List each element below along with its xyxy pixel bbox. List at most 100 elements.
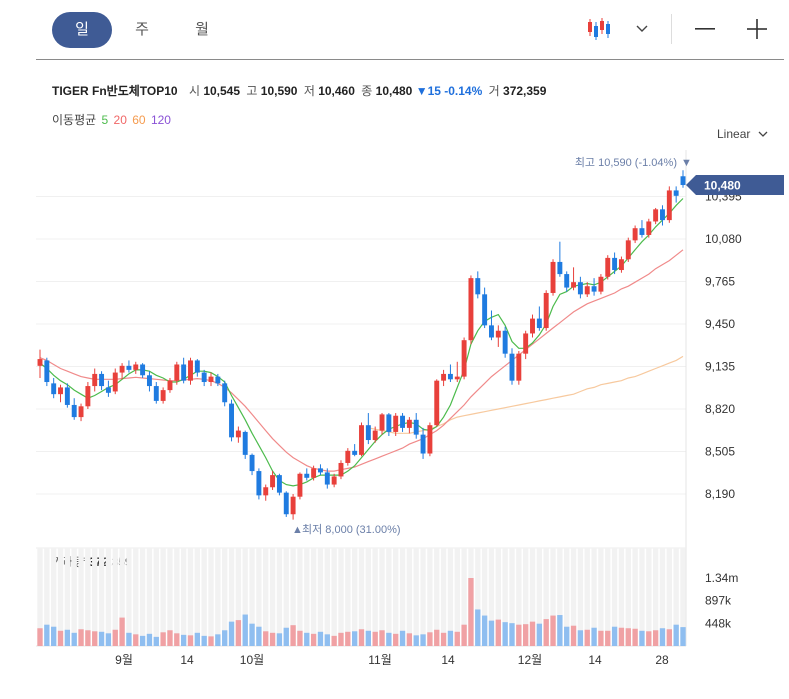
- volume-bg-column: [324, 548, 330, 646]
- volume-bar: [139, 635, 146, 646]
- volume-bar: [98, 631, 105, 646]
- candle-body: [379, 414, 385, 431]
- volume-bar: [249, 623, 255, 646]
- volume-bg-column: [659, 548, 666, 646]
- volume-bg-column: [536, 548, 543, 646]
- volume-bar: [652, 630, 659, 646]
- volume-bg-column: [276, 548, 283, 646]
- volume-bg-column: [222, 548, 228, 646]
- volume-bg-column: [242, 548, 248, 646]
- volume-bar: [427, 632, 433, 646]
- volume-bg-column: [564, 548, 570, 646]
- date-tick-label: 10월: [240, 653, 264, 667]
- high-label: 고: [246, 84, 258, 98]
- price-tick-label: 8,505: [705, 445, 735, 459]
- volume-bg-column: [454, 548, 460, 646]
- volume-bg-column: [269, 548, 276, 646]
- candle-body: [400, 415, 406, 428]
- volume-bg-column: [605, 548, 611, 646]
- volume-bar: [167, 630, 173, 646]
- volume-tick-label: 1.34m: [705, 571, 738, 585]
- candlestick-icon[interactable]: [584, 10, 614, 48]
- volume-bar: [187, 635, 194, 646]
- volume-bg-column: [133, 548, 139, 646]
- volume-bar: [591, 627, 597, 646]
- scale-selector[interactable]: Linear: [717, 127, 768, 141]
- volume-bar: [146, 633, 153, 646]
- tab-monthly[interactable]: 월: [195, 21, 209, 38]
- volume-bg-column: [283, 548, 289, 646]
- tab-weekly[interactable]: 주: [135, 21, 149, 38]
- volume-bg-column: [557, 548, 563, 646]
- volume-bar: [481, 615, 488, 646]
- chevron-down-icon[interactable]: [632, 10, 652, 48]
- candle-body: [557, 261, 563, 275]
- volume-bg-column: [543, 548, 549, 646]
- volume-bar: [345, 631, 351, 646]
- candle-body: [468, 278, 474, 341]
- candle-body: [413, 419, 419, 435]
- volume-bg-column: [51, 548, 57, 646]
- volume-bar: [523, 624, 529, 646]
- volume-bg-column: [365, 548, 372, 646]
- candle-body: [365, 425, 371, 441]
- volume-bar: [680, 627, 686, 646]
- candle-body: [174, 364, 180, 381]
- volume-bar: [488, 620, 495, 646]
- candle-body: [352, 450, 358, 455]
- volume-bg-column: [119, 548, 125, 646]
- volume-bg-column: [666, 548, 672, 646]
- date-tick-label: 28: [655, 653, 669, 667]
- volume-bg-column: [646, 548, 652, 646]
- volume-bar: [434, 629, 440, 646]
- ma-legend-label: 이동평균: [52, 113, 97, 127]
- moving-average-legend: 이동평균 5 20 60 120: [52, 111, 171, 128]
- tab-daily[interactable]: 일: [52, 12, 112, 48]
- candle-body: [235, 430, 241, 438]
- volume-bg-column: [249, 548, 255, 646]
- volume-bg-column: [345, 548, 351, 646]
- volume-bar: [406, 633, 413, 646]
- price-tick-label: 9,135: [705, 360, 735, 374]
- candle-body: [653, 209, 659, 222]
- candle-body: [85, 386, 91, 407]
- volume-bar: [393, 633, 399, 646]
- volume-bar: [454, 631, 460, 646]
- volume-bar: [160, 632, 166, 646]
- volume-bar: [536, 623, 543, 646]
- candle-body: [64, 387, 70, 405]
- volume-bg-column: [393, 548, 399, 646]
- plus-icon[interactable]: [744, 10, 770, 48]
- candle-body: [58, 387, 63, 395]
- volume-bar: [310, 633, 317, 646]
- volume-bar: [153, 636, 159, 646]
- candle-body: [584, 286, 590, 295]
- candle-body: [598, 276, 604, 292]
- chevron-down-icon: [758, 131, 768, 138]
- volume-bg-column: [338, 548, 344, 646]
- volume-bg-column: [304, 548, 310, 646]
- volume-bar: [37, 628, 43, 646]
- volume-bar: [550, 615, 556, 646]
- volume-bg-column: [434, 548, 440, 646]
- etf-name: TIGER Fn반도체TOP10: [52, 84, 178, 98]
- volume-bg-column: [379, 548, 385, 646]
- volume-bg-column: [310, 548, 317, 646]
- volume-bar: [611, 626, 618, 646]
- date-tick-label: 11월: [368, 653, 392, 667]
- candle-body: [276, 475, 282, 493]
- volume-bar: [673, 624, 679, 646]
- volume-bg-column: [584, 548, 590, 646]
- candle-body: [222, 383, 228, 403]
- volume-bg-column: [680, 548, 686, 646]
- ma20-label: 20: [113, 113, 127, 127]
- close-value: 10,480: [375, 84, 413, 98]
- minus-icon[interactable]: [692, 10, 718, 48]
- candle-body: [434, 380, 440, 426]
- candle-body: [660, 209, 665, 221]
- chart-toolbar: 일 주 월: [36, 0, 784, 60]
- volume-bg-column: [577, 548, 584, 646]
- volume-bg-column: [625, 548, 631, 646]
- volume-bar: [475, 609, 481, 646]
